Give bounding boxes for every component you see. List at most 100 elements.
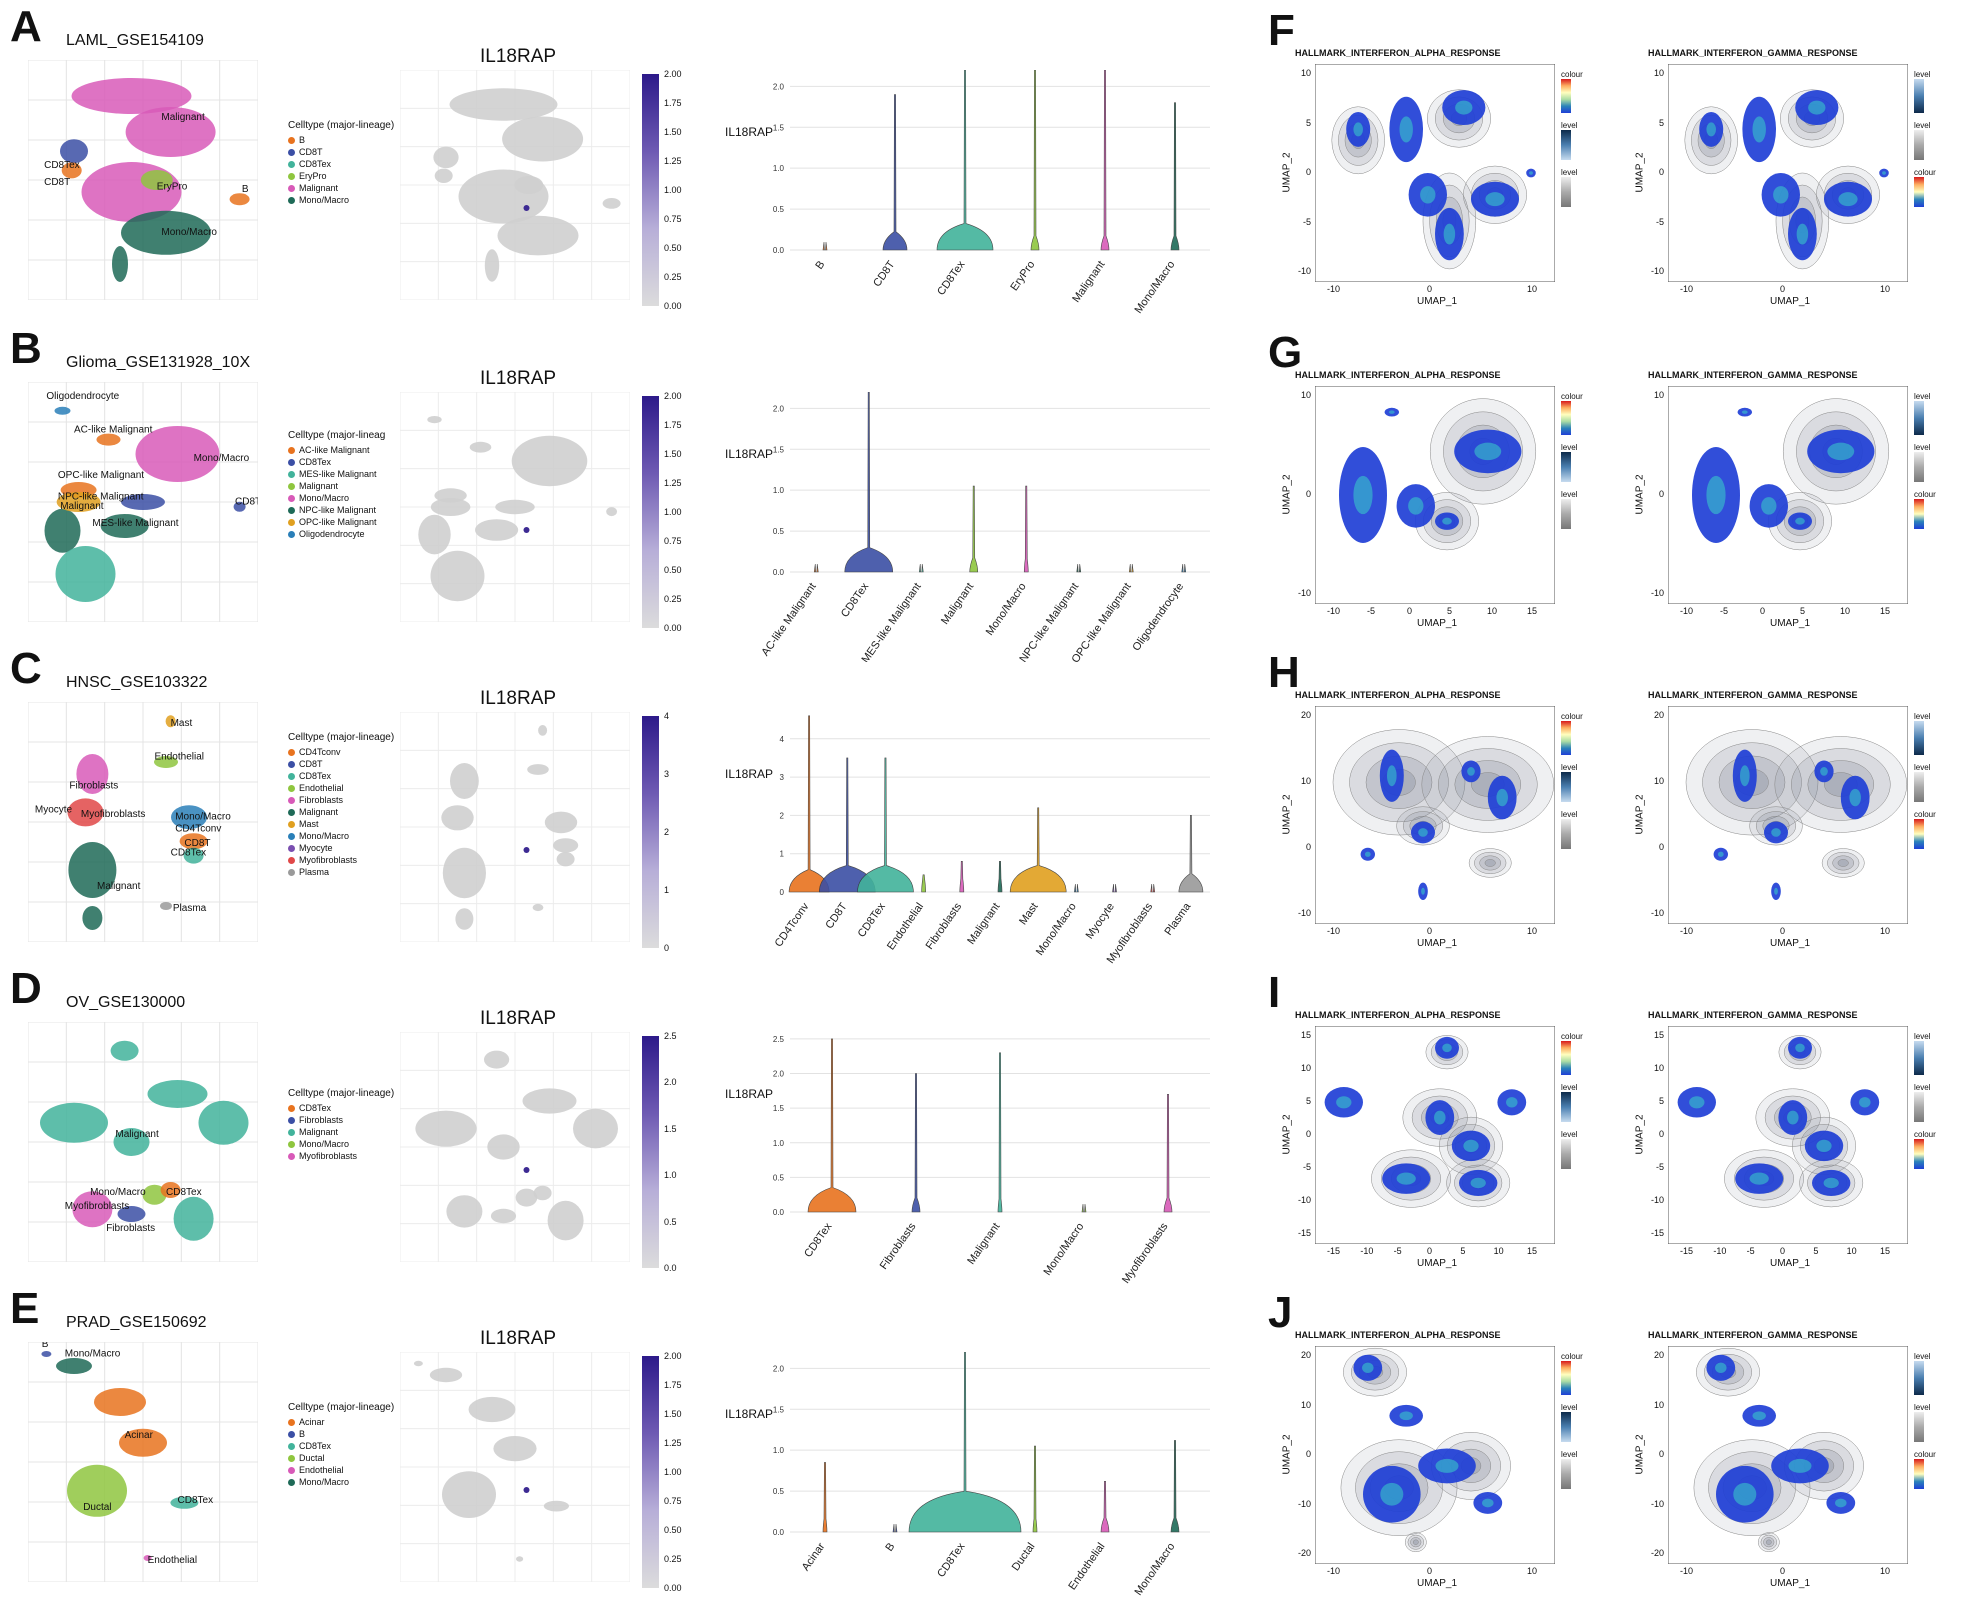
- alpha-title: HALLMARK_INTERFERON_ALPHA_RESPONSE: [1295, 1330, 1501, 1340]
- legend-swatch: [288, 1128, 295, 1136]
- violin-shape: [1076, 563, 1082, 573]
- cell-cluster: [68, 842, 117, 898]
- colorbar-tick: 2.00: [664, 69, 682, 79]
- x-axis-label: UMAP_1: [1770, 1258, 1811, 1269]
- legend-item: OPC-like Malignant: [288, 516, 385, 528]
- legend-item-label: Endothelial: [299, 1465, 344, 1475]
- legend-item: EryPro: [288, 170, 394, 182]
- ytick: 5: [1305, 1096, 1311, 1106]
- expression-umap: [400, 1352, 630, 1582]
- cluster-label: NPC-like Malignant: [58, 492, 144, 503]
- cell-points-high: [1420, 186, 1436, 204]
- cell-cluster: [143, 1555, 152, 1561]
- legend-item-label: EryPro: [299, 171, 327, 181]
- violin-xtick: CD8T: [871, 259, 897, 290]
- cell-cluster: [547, 1200, 584, 1241]
- cluster-label: Mono/Macro: [65, 1348, 121, 1359]
- legend-item-label: Malignant: [299, 183, 339, 193]
- y-axis-label: UMAP_2: [1281, 152, 1293, 193]
- legend-title: level: [1561, 1403, 1578, 1412]
- cell-cluster: [497, 215, 579, 256]
- legend-gradient: [1914, 1092, 1924, 1122]
- legend-swatch: [288, 184, 295, 192]
- ytick: -5: [1302, 216, 1311, 227]
- violin-shape: [1150, 883, 1156, 893]
- legend-gradient: [1914, 499, 1924, 529]
- legend-swatch: [288, 1140, 295, 1148]
- xtick: -10: [1327, 284, 1341, 294]
- cell-cluster: [543, 1500, 569, 1512]
- legend-item: Myocyte: [288, 842, 394, 854]
- density-contour: [1765, 1539, 1772, 1545]
- cell-points-high: [1882, 171, 1886, 175]
- violin-shape: [1081, 1203, 1087, 1213]
- legend-swatch: [288, 494, 295, 502]
- violin-xtick: Malignant: [1070, 259, 1107, 305]
- xtick: -5: [1393, 1246, 1402, 1256]
- cell-points-high: [1849, 788, 1861, 807]
- ytick: 10: [1653, 1063, 1664, 1073]
- cell-cluster: [415, 1110, 477, 1147]
- colorbar-tick: 2: [664, 827, 670, 837]
- legend-swatch: [288, 760, 295, 768]
- ytick: 0: [1658, 489, 1664, 499]
- xtick: 0: [1780, 1246, 1786, 1256]
- gene-title: IL18RAP: [480, 368, 557, 389]
- xtick: 0: [1427, 1246, 1433, 1256]
- cluster-label: Malignant: [60, 501, 104, 512]
- panel-letter-a: A: [10, 2, 42, 51]
- xtick: 5: [1813, 1246, 1819, 1256]
- density-contour: [1410, 1537, 1422, 1548]
- violin-xtick: Mono/Macro: [1042, 1221, 1087, 1278]
- legend-item: Plasma: [288, 866, 394, 878]
- violin-shape: [1128, 563, 1134, 573]
- legend-item: Endothelial: [288, 1464, 394, 1476]
- xtick: 15: [1880, 606, 1891, 616]
- cluster-label: Fibroblasts: [106, 1223, 155, 1234]
- cell-points-high: [1787, 1110, 1799, 1125]
- colorbar-tick: 1.50: [664, 127, 682, 137]
- cell-cluster: [430, 550, 485, 602]
- colorbar-tick: 1.25: [664, 478, 682, 488]
- cell-points-high: [1506, 1097, 1518, 1108]
- colorbar-tick: 1.50: [664, 1409, 682, 1419]
- cluster-label: Myofibroblasts: [65, 1201, 129, 1212]
- gamma-umap-plot: [1668, 706, 1908, 924]
- cluster-label: Malignant: [97, 881, 141, 892]
- violin-shape: [1163, 1094, 1173, 1213]
- gamma-title: HALLMARK_INTERFERON_GAMMA_RESPONSE: [1648, 370, 1858, 380]
- x-axis-label: UMAP_1: [1417, 1258, 1458, 1269]
- colorbar-tick: 1.25: [664, 1438, 682, 1448]
- cell-cluster: [475, 519, 519, 541]
- legend-item: B: [288, 134, 394, 146]
- legend-item: CD4Tconv: [288, 746, 394, 758]
- plot-frame: [1668, 1026, 1908, 1244]
- y-axis-label: UMAP_2: [1634, 1434, 1646, 1475]
- legend-item-label: CD8Tex: [299, 457, 332, 467]
- violin-ylabel: IL18RAP: [725, 1087, 774, 1101]
- celltype-legend: Celltype (major-lineag AC-like Malignant C…: [288, 430, 385, 540]
- ytick: 10: [1653, 776, 1664, 786]
- expression-umap: [400, 392, 630, 622]
- legend-swatch: [288, 160, 295, 168]
- panel-letter-d: D: [10, 964, 42, 1013]
- cell-cluster: [147, 1080, 208, 1108]
- cell-points-high: [1823, 1177, 1839, 1189]
- violin-plot: 2.5 2.0 1.5 1.0 0.5 0.0 CD8Tex Fibroblasts Malig…: [773, 1035, 1210, 1286]
- legend-swatch: [288, 868, 295, 876]
- ytick: 0: [1305, 842, 1311, 852]
- legend-item-label: Myofibroblasts: [299, 855, 358, 865]
- legend-title: Celltype (major-lineage): [288, 1088, 395, 1099]
- violin-ytick: 1.5: [773, 1104, 785, 1113]
- legend-swatch: [288, 1478, 295, 1486]
- cell-cluster: [442, 1471, 496, 1518]
- legend-swatch: [288, 1116, 295, 1124]
- legend-title: colour: [1561, 70, 1583, 79]
- cell-cluster: [165, 715, 176, 728]
- xtick: -10: [1327, 1566, 1341, 1576]
- cell-points-high: [1434, 1110, 1446, 1125]
- cluster-label: CD8T: [44, 177, 70, 188]
- legend-gradient: [1561, 819, 1571, 849]
- colorbar-tick: 0.25: [664, 1554, 682, 1564]
- legend-gradient: [1914, 1459, 1924, 1489]
